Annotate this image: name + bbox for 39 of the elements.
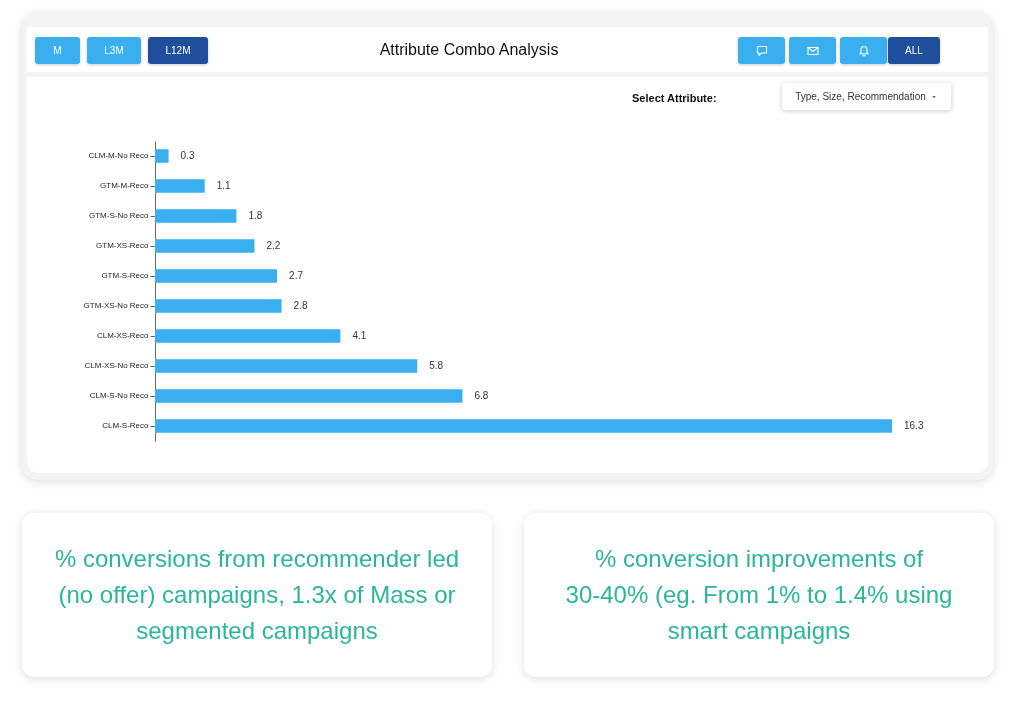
data-label: 2.7 (289, 270, 304, 281)
data-label: 2.8 (293, 300, 308, 311)
data-label: 16.3 (904, 420, 924, 431)
data-label: 5.8 (429, 360, 444, 371)
text: % conversions from recommender led (no offer) campaigns, 1.3x of Mass or segmented campaigns (54, 545, 460, 644)
dropdown: Type, Size, Recommendation (782, 83, 951, 110)
button: L12M (148, 37, 208, 64)
data-label: 4.1 (352, 330, 367, 341)
y-tick-label: GTM-XS-Reco (96, 241, 150, 250)
y-tick-label: CLM-XS-Reco (96, 331, 150, 340)
y-tick-label: CLM-S-No Reco (89, 391, 150, 400)
data-label: 1.8 (248, 210, 263, 221)
data-label: 0.3 (180, 150, 195, 161)
bar (155, 239, 255, 253)
y-tick-label: CLM-XS-No Reco (84, 361, 150, 370)
bar (155, 179, 205, 193)
chart-title: Attribute Combo Analysis (378, 40, 560, 60)
y-tick-label: GTM-XS-No Reco (83, 301, 150, 310)
bar (155, 329, 341, 343)
y-tick-label: GTM-M-Reco (100, 181, 150, 190)
bar (155, 269, 278, 283)
text: Select Attribute: (632, 92, 717, 104)
bar (155, 299, 282, 313)
button: L3M (87, 37, 141, 64)
button: ALL (888, 37, 940, 64)
data-label: 6.8 (474, 390, 489, 401)
text: % conversion improvements of 30-40% (eg. From 1% to 1.4% using smart campaigns (565, 545, 953, 644)
bar (155, 149, 169, 163)
y-tick-label: CLM-S-Reco (102, 421, 150, 430)
y-tick-label: CLM-M-No Reco (88, 151, 150, 160)
data-label: 1.1 (216, 180, 232, 191)
bar (155, 209, 237, 223)
y-tick-label: GTM-S-No Reco (88, 211, 150, 220)
y-tick-label: GTM-S-Reco (101, 271, 150, 280)
button: M (35, 37, 80, 64)
bar (155, 389, 463, 403)
bar (155, 419, 892, 433)
bar (155, 359, 418, 373)
data-label: 2.2 (266, 240, 281, 251)
